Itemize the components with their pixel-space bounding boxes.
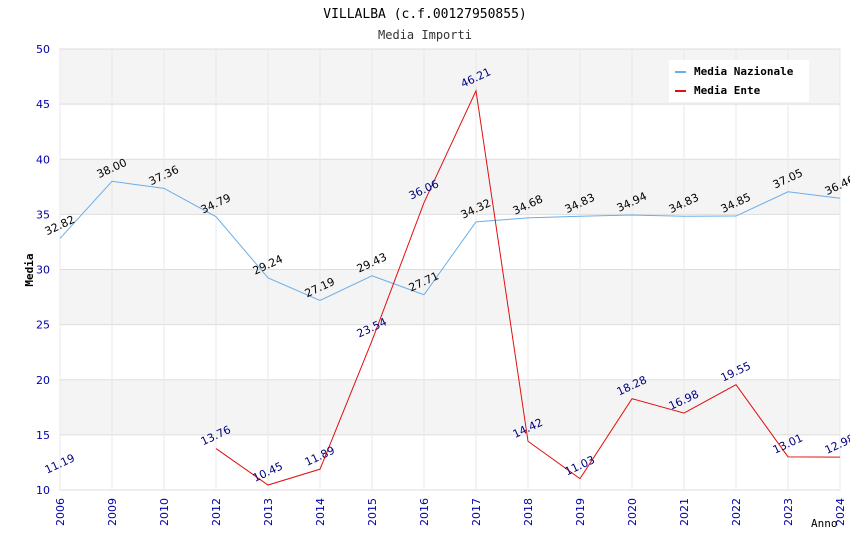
x-tick-label: 2010 [158, 498, 171, 526]
band [60, 159, 840, 215]
x-tick-label: 2014 [314, 498, 327, 526]
legend-label-media-ente: Media Ente [694, 84, 761, 97]
y-tick-label: 45 [36, 98, 50, 111]
grid-lines [59, 48, 841, 491]
x-tick-label: 2017 [470, 498, 483, 526]
y-tick-label: 50 [36, 43, 50, 56]
legend-label-media-nazionale: Media Nazionale [694, 65, 794, 78]
x-tick-label: 2018 [522, 498, 535, 526]
y-tick-label: 25 [36, 319, 50, 332]
legend: Media Nazionale Media Ente [669, 60, 809, 102]
x-tick-label: 2013 [262, 498, 275, 526]
band [60, 434, 840, 490]
band [60, 104, 840, 160]
x-tick-label: 2016 [418, 498, 431, 526]
y-tick-label: 35 [36, 208, 50, 221]
chart-title: VILLALBA (c.f.00127950855) [323, 7, 527, 22]
y-axis-label: Media [23, 253, 36, 286]
x-tick-label: 2015 [366, 498, 379, 526]
x-tick-label: 2021 [678, 498, 691, 526]
legend-box [669, 60, 809, 102]
y-axis-ticks: 10 15 20 25 30 35 40 45 50 [36, 43, 50, 497]
x-axis-ticks: 2006 2009 2010 2012 2013 2014 2015 2016 2017 2018… [54, 498, 847, 526]
y-tick-label: 10 [36, 484, 50, 497]
band [60, 214, 840, 270]
y-tick-label: 30 [36, 264, 50, 277]
band [60, 269, 840, 325]
x-tick-label: 2024 [834, 498, 847, 526]
x-tick-label: 2019 [574, 498, 587, 526]
x-tick-label: 2009 [106, 498, 119, 526]
series-lines [59, 89, 841, 486]
chart-subtitle: Media Importi [378, 28, 472, 42]
band [60, 324, 840, 380]
series-line-media-ente [215, 89, 841, 486]
y-tick-label: 20 [36, 374, 50, 387]
y-tick-label: 15 [36, 429, 50, 442]
y-tick-label: 40 [36, 153, 50, 166]
x-tick-label: 2006 [54, 498, 67, 526]
series-line-media-nazionale [59, 180, 841, 302]
x-tick-label: 2020 [626, 498, 639, 526]
band [60, 379, 840, 435]
x-tick-label: 2022 [730, 498, 743, 526]
x-axis-label: Anno [811, 517, 838, 530]
background-bands [60, 49, 840, 490]
x-tick-label: 2023 [782, 498, 795, 526]
x-tick-label: 2012 [210, 498, 223, 526]
